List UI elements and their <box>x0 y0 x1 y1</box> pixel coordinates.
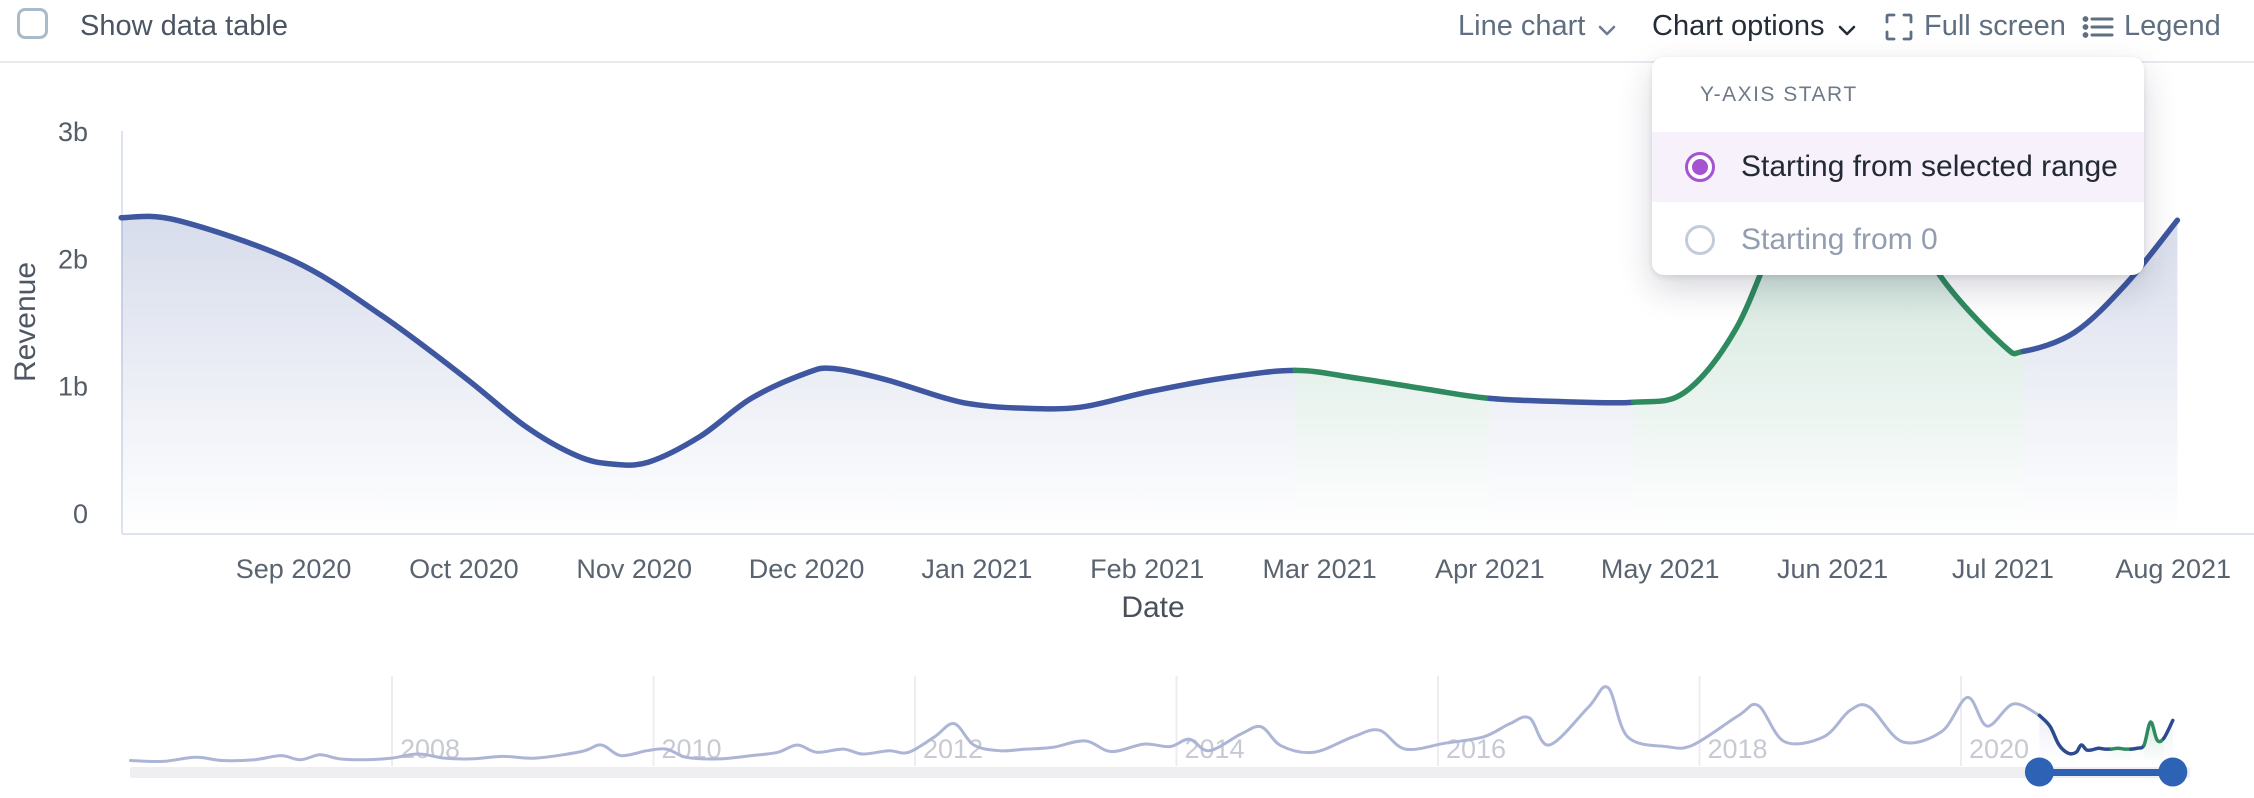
x-tick-label: Jul 2021 <box>1952 554 2054 584</box>
show-data-table-label: Show data table <box>80 10 288 42</box>
option-starting-from-zero[interactable]: Starting from 0 <box>1652 205 2144 275</box>
overview-selection-fill <box>2163 720 2173 764</box>
overview-year-label: 2018 <box>1708 734 1768 764</box>
chart-options-panel: Y-AXIS START Starting from selected rang… <box>1652 57 2144 275</box>
overview-series-line <box>129 685 2041 764</box>
option-label: Starting from selected range <box>1741 150 2118 183</box>
x-tick-label: Mar 2021 <box>1263 554 1377 584</box>
chevron-down-icon <box>1838 25 1855 35</box>
overview-selection-line <box>2129 743 2146 751</box>
y-axis-start-heading: Y-AXIS START <box>1700 83 1858 106</box>
overview-selection-line <box>2142 720 2166 747</box>
overview-selection-line <box>2037 713 2114 756</box>
revenue-series-line <box>118 213 1298 468</box>
x-tick-label: Apr 2021 <box>1435 554 1545 584</box>
x-tick-label: Jan 2021 <box>921 554 1032 584</box>
legend-list-icon <box>2082 15 2114 38</box>
radio-unselected-icon[interactable] <box>1685 225 1715 255</box>
overview-selection-line <box>2161 718 2175 741</box>
y-tick-label: 2b <box>58 244 88 274</box>
overview-selection-fill <box>2111 748 2131 764</box>
option-starting-from-selected-range[interactable]: Starting from selected range <box>1652 132 2144 202</box>
x-tick-label: Jun 2021 <box>1777 554 1888 584</box>
overview-year-label: 2020 <box>1969 734 2029 764</box>
x-tick-label: Sep 2020 <box>236 554 352 584</box>
range-scrollbar-track[interactable] <box>130 767 2190 778</box>
option-label: Starting from 0 <box>1741 223 1938 256</box>
y-tick-label: 1b <box>58 372 88 402</box>
full-screen-button[interactable]: Full screen <box>1884 10 2066 43</box>
x-tick-label: Dec 2020 <box>749 554 865 584</box>
x-tick-label: Feb 2021 <box>1090 554 1204 584</box>
series-area-fill <box>121 216 1296 534</box>
x-axis-title: Date <box>1121 591 1185 624</box>
series-area-fill <box>1489 398 1634 534</box>
revenue-series-line <box>2020 217 2181 355</box>
chevron-down-icon <box>1599 25 1616 35</box>
fullscreen-icon <box>1885 13 1913 40</box>
radio-selected-icon[interactable] <box>1685 152 1715 182</box>
legend-label: Legend <box>2124 10 2221 42</box>
overview-selection-fill <box>2039 715 2112 764</box>
chart-options-dropdown[interactable]: Chart options <box>1652 10 1859 43</box>
x-tick-label: Aug 2021 <box>2115 554 2231 584</box>
series-area-fill <box>2023 220 2178 534</box>
revenue-series-line <box>1292 367 1493 402</box>
legend-button[interactable]: Legend <box>2082 10 2221 43</box>
chart-options-label: Chart options <box>1652 10 1825 42</box>
y-tick-label: 3b <box>58 117 88 147</box>
x-tick-label: Oct 2020 <box>409 554 519 584</box>
full-screen-label: Full screen <box>1924 10 2066 42</box>
line-chart-dropdown[interactable]: Line chart <box>1458 10 1619 43</box>
y-tick-label: 0 <box>73 499 88 529</box>
range-slider-bar[interactable] <box>2039 769 2173 776</box>
header-divider <box>0 61 2254 63</box>
show-data-table-checkbox[interactable] <box>17 8 48 39</box>
x-tick-label: May 2021 <box>1601 554 1720 584</box>
line-chart-label: Line chart <box>1458 10 1586 42</box>
revenue-series-line <box>1487 395 1637 406</box>
range-slider-left-handle[interactable] <box>2024 757 2054 787</box>
range-slider-right-handle[interactable] <box>2158 757 2188 787</box>
y-axis-title: Revenue <box>9 261 42 383</box>
series-area-fill <box>1295 370 1490 534</box>
overview-selection-line <box>2109 746 2133 751</box>
x-tick-label: Nov 2020 <box>576 554 692 584</box>
